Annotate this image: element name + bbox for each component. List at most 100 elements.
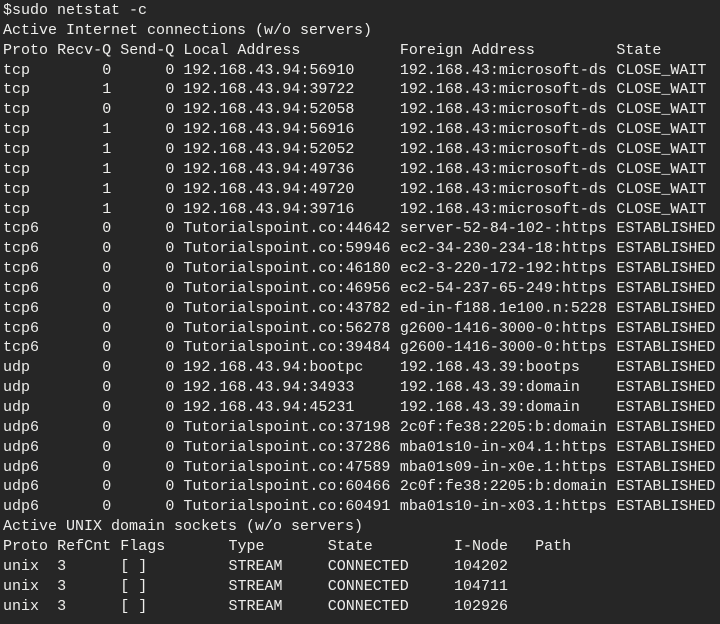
socket-field: mba01s10-in-x04.1:https [399, 438, 607, 456]
socket-field: 192.168.43:microsoft-ds [399, 200, 607, 218]
socket-field: 0 [165, 319, 175, 337]
socket-field: 192.168.43.94:39716 [183, 200, 355, 218]
socket-field: Tutorialspoint.co:46180 [183, 260, 391, 278]
socket-field: udp [3, 399, 31, 416]
socket-row: tcp6 0 0 Tutorialspoint.co:59946 ec2-34-230-… [0, 239, 720, 259]
socket-field: Tutorialspoint.co:46956 [183, 279, 391, 297]
socket-field: 0 [165, 478, 175, 496]
socket-field: 192.168.43.94:45231 [183, 399, 355, 416]
column-header: Proto [3, 537, 49, 555]
socket-field: 0 [165, 299, 175, 317]
socket-row: udp 0 0 192.168.43.94:bootpc 192.168.43.39:b… [0, 358, 720, 378]
socket-field: 0 [102, 279, 112, 297]
socket-field: 192.168.43:microsoft-ds [399, 101, 607, 119]
socket-row: tcp6 0 0 Tutorialspoint.co:46956 ec2-54-237-… [0, 279, 720, 299]
socket-field: CLOSE_WAIT [616, 121, 707, 139]
socket-field: 0 [102, 220, 112, 238]
socket-field: udp6 [3, 438, 40, 456]
socket-field: 0 [102, 418, 112, 436]
socket-field: 0 [102, 299, 112, 317]
socket-field: tcp6 [3, 240, 40, 258]
socket-field: tcp [3, 140, 31, 158]
socket-field: 1 [102, 180, 112, 198]
socket-field: 1 [102, 160, 112, 178]
socket-field: udp6 [3, 478, 40, 496]
socket-field: 0 [102, 438, 112, 456]
socket-field: 0 [165, 379, 175, 397]
socket-row: unix 3 [ ] STREAM CONNECTED 102926 [0, 597, 720, 617]
column-header: Proto [3, 41, 49, 59]
socket-field: 3 [57, 557, 67, 575]
socket-field: tcp6 [3, 260, 40, 278]
socket-row: udp6 0 0 Tutorialspoint.co:47589 mba01s09-in… [0, 458, 720, 478]
socket-row: udp6 0 0 Tutorialspoint.co:60466 2c0f:fe38:2… [0, 477, 720, 497]
socket-field: Tutorialspoint.co:39484 [183, 339, 391, 357]
socket-field: CONNECTED [327, 577, 409, 595]
socket-field: STREAM [228, 557, 283, 575]
socket-field: g2600-1416-3000-0:https [399, 339, 607, 357]
socket-row: udp6 0 0 Tutorialspoint.co:37198 2c0f:fe38:2… [0, 418, 720, 438]
socket-row: udp6 0 0 Tutorialspoint.co:60491 mba01s10-in… [0, 497, 720, 517]
socket-row: tcp 1 0 192.168.43.94:49736 192.168.43:micro… [0, 160, 720, 180]
socket-field: udp6 [3, 418, 40, 436]
socket-row: tcp 1 0 192.168.43.94:56916 192.168.43:micro… [0, 120, 720, 140]
socket-field: [ ] [120, 557, 148, 575]
column-header: RefCnt [57, 537, 112, 555]
socket-field: 0 [165, 200, 175, 218]
socket-field: 0 [102, 498, 112, 516]
socket-field: Tutorialspoint.co:47589 [183, 458, 391, 476]
socket-field: tcp6 [3, 279, 40, 297]
socket-field: mba01s10-in-x03.1:https [399, 498, 607, 516]
column-header: Foreign Address [399, 41, 535, 59]
socket-field: udp [3, 379, 31, 397]
socket-field: 0 [165, 498, 175, 516]
socket-field: 1 [102, 140, 112, 158]
socket-field: CLOSE_WAIT [616, 140, 707, 158]
socket-field: ec2-3-220-172-192:https [399, 260, 607, 278]
socket-field: ESTABLISHED [616, 498, 716, 516]
socket-field: unix [3, 557, 40, 575]
heading: Active UNIX domain sockets (w/o servers) [3, 518, 364, 536]
socket-field: tcp6 [3, 319, 40, 337]
socket-field: [ ] [120, 597, 148, 615]
column-header: Flags [120, 537, 166, 555]
column-header: I-Node [454, 537, 509, 555]
socket-field: Tutorialspoint.co:59946 [183, 240, 391, 258]
socket-field: 192.168.43:microsoft-ds [399, 140, 607, 158]
socket-field: Tutorialspoint.co:43782 [183, 299, 391, 317]
column-header: Type [228, 537, 265, 555]
section-heading: Active UNIX domain sockets (w/o servers) [0, 517, 720, 537]
socket-field: CLOSE_WAIT [616, 81, 707, 99]
socket-row: tcp6 0 0 Tutorialspoint.co:46180 ec2-3-220-1… [0, 259, 720, 279]
socket-field: tcp [3, 121, 31, 139]
socket-field: g2600-1416-3000-0:https [399, 319, 607, 337]
column-header: Local Address [183, 41, 301, 59]
socket-field: 192.168.43.94:bootpc [183, 359, 364, 377]
socket-row: tcp6 0 0 Tutorialspoint.co:56278 g2600-1416-… [0, 319, 720, 339]
column-header: Recv-Q [57, 41, 112, 59]
socket-field: tcp [3, 61, 31, 79]
socket-field: 192.168.43:microsoft-ds [399, 81, 607, 99]
socket-field: ESTABLISHED [616, 299, 716, 317]
socket-field: 0 [165, 121, 175, 139]
socket-field: 192.168.43.39:domain [399, 379, 580, 397]
socket-field: 0 [102, 379, 112, 397]
socket-field: 3 [57, 577, 67, 595]
socket-field: 0 [165, 438, 175, 456]
socket-row: tcp 0 0 192.168.43.94:56910 192.168.43:micro… [0, 61, 720, 81]
socket-field: 0 [102, 101, 112, 119]
socket-field: 0 [165, 101, 175, 119]
socket-field: 0 [102, 339, 112, 357]
socket-field: unix [3, 597, 40, 615]
socket-field: 192.168.43.94:52058 [183, 101, 355, 119]
socket-field: Tutorialspoint.co:56278 [183, 319, 391, 337]
socket-field: 1 [102, 121, 112, 139]
socket-field: tcp6 [3, 339, 40, 357]
socket-field: Tutorialspoint.co:60466 [183, 478, 391, 496]
socket-field: ESTABLISHED [616, 240, 716, 258]
socket-field: 0 [165, 81, 175, 99]
socket-field: ec2-34-230-234-18:https [399, 240, 607, 258]
socket-field: Tutorialspoint.co:37198 [183, 418, 391, 436]
socket-field: 102926 [454, 597, 509, 615]
socket-field: ESTABLISHED [616, 319, 716, 337]
